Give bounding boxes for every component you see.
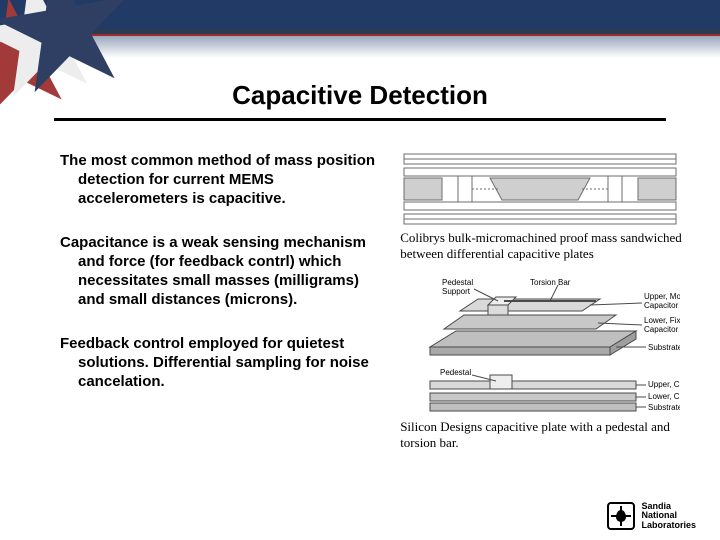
top-banner — [0, 0, 720, 58]
silicon-designs-diagram: Pedestal Support Torsion Bar Upper, Mobi… — [400, 275, 680, 415]
right-column: Colibrys bulk-micromachined proof mass s… — [400, 152, 690, 490]
label-pedestal-support: Pedestal — [442, 278, 473, 287]
paragraph-2: Capacitance is a weak sensing mechanism … — [60, 234, 382, 309]
left-column: The most common method of mass position … — [60, 152, 400, 490]
label-substrate-upper: Substrate — [648, 343, 680, 352]
sandia-thunderbird-icon — [607, 502, 635, 530]
svg-text:Capacitor Plate: Capacitor Plate — [644, 325, 680, 334]
figure-silicon-designs: Pedestal Support Torsion Bar Upper, Mobi… — [400, 275, 690, 450]
label-substrate-lower: Substrate — [648, 403, 680, 412]
body-columns: The most common method of mass position … — [60, 152, 690, 490]
label-pedestal: Pedestal — [440, 368, 471, 377]
sandia-logo: Sandia National Laboratories — [607, 502, 696, 530]
label-lower-plate: Lower, Fixed — [644, 316, 680, 325]
svg-text:Capacitor Plate: Capacitor Plate — [644, 301, 680, 310]
paragraph-1: The most common method of mass position … — [60, 152, 382, 208]
label-torsion-bar: Torsion Bar — [530, 278, 571, 287]
slide-title: Capacitive Detection — [0, 80, 720, 111]
svg-text:Support: Support — [442, 287, 471, 296]
colibrys-diagram — [400, 152, 680, 226]
logo-line-3: Laboratories — [641, 521, 696, 530]
figure-colibrys: Colibrys bulk-micromachined proof mass s… — [400, 152, 690, 261]
sandia-logo-text: Sandia National Laboratories — [641, 502, 696, 530]
slide: Capacitive Detection The most common met… — [0, 0, 720, 540]
figure-colibrys-caption: Colibrys bulk-micromachined proof mass s… — [400, 230, 690, 261]
paragraph-3: Feedback control employed for quietest s… — [60, 335, 382, 391]
title-underline — [54, 118, 666, 121]
figure-silicon-designs-caption: Silicon Designs capacitive plate with a … — [400, 419, 690, 450]
label-upper-cap: Upper, Cap. Plate — [648, 380, 680, 389]
label-lower-cap: Lower, Cap. Plate — [648, 392, 680, 401]
label-upper-plate: Upper, Mobile — [644, 292, 680, 301]
